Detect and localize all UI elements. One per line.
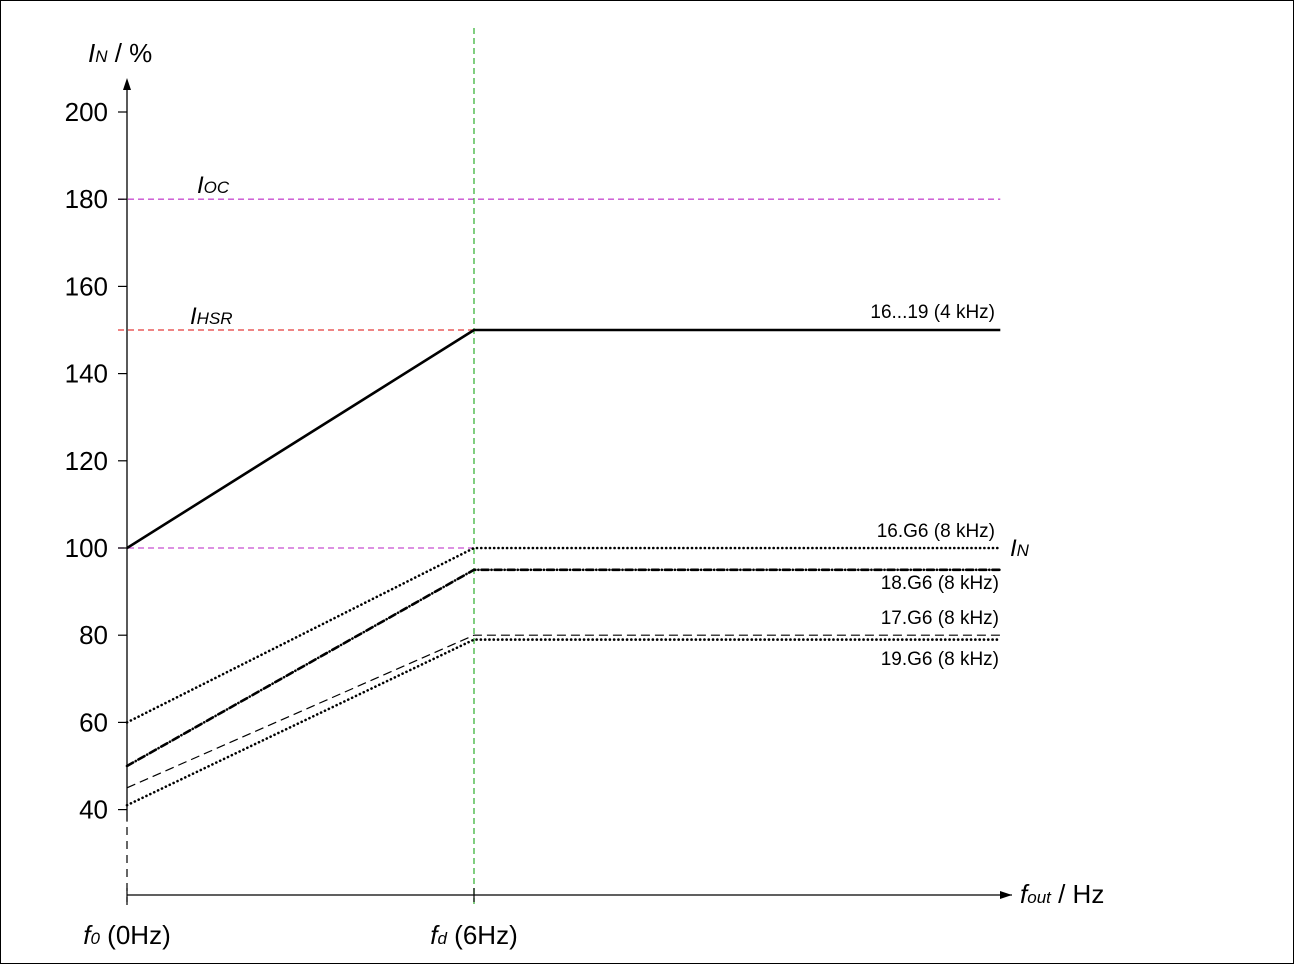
y-tick-label: 140	[65, 359, 108, 389]
series-line-4	[127, 635, 1000, 788]
y-tick-label: 160	[65, 271, 108, 301]
x-tick-label: fd (6Hz)	[430, 920, 517, 950]
series-line-5	[127, 640, 1000, 806]
reference-label-i-hsr: IHSR	[190, 303, 233, 330]
reference-label-i-oc: IOC	[197, 172, 230, 199]
series-line-3	[127, 570, 1000, 766]
series-label-1: 16...19 (4 kHz)	[870, 302, 995, 323]
y-tick-label: 100	[65, 533, 108, 563]
series-line-1	[127, 330, 1000, 548]
y-tick-label: 80	[79, 620, 108, 650]
y-tick-label: 200	[65, 97, 108, 127]
y-tick-label: 120	[65, 446, 108, 476]
reference-label-i-n: IN	[1010, 535, 1030, 562]
y-axis-label: IN / %	[88, 38, 152, 68]
x-axis-arrow	[1000, 891, 1012, 899]
series-label-2: 16.G6 (8 kHz)	[877, 521, 995, 542]
y-axis-arrow	[123, 78, 131, 90]
y-tick-label: 180	[65, 184, 108, 214]
y-tick-label: 40	[79, 795, 108, 825]
x-tick-label: f0 (0Hz)	[83, 920, 170, 950]
x-axis-label: fout / Hz	[1020, 879, 1104, 909]
series-label-3: 18.G6 (8 kHz)	[881, 573, 999, 594]
series-label-4: 17.G6 (8 kHz)	[881, 608, 999, 629]
series-label-5: 19.G6 (8 kHz)	[881, 649, 999, 670]
y-tick-label: 60	[79, 707, 108, 737]
